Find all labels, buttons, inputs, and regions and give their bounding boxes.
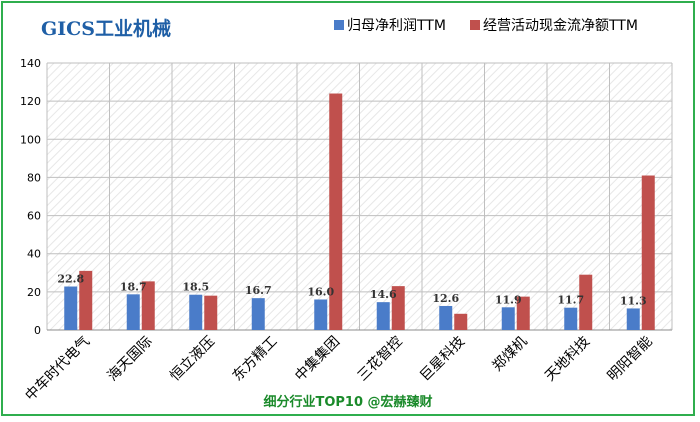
data-label: 16.0 [307,285,334,298]
y-tick-label: 80 [27,171,41,184]
bar-cash-flow [641,175,655,330]
x-tick-label: 恒立液压 [167,334,218,385]
data-labels: 22.8 18.7 18.5 16.7 16.0 14.6 12.6 11.9 11.7 11.3 [57,273,646,308]
data-label: 22.8 [57,273,84,286]
bar-net-profit [251,298,265,330]
chart-title: GICS工业机械 [41,17,171,40]
bar-net-profit [126,294,140,330]
bar-net-profit [626,308,640,330]
x-tick-label: 天地科技 [542,334,593,385]
bar-cash-flow [391,286,405,330]
data-label: 12.6 [432,292,459,305]
bar-net-profit [314,299,328,330]
x-tick-label: 中车时代电气 [22,333,93,404]
x-axis-labels: 中车时代电气 海天国际 恒立液压 东方精工 中集集团 三花智控 巨星科技 郑煤机 天地科技 明阳智… [22,333,656,404]
data-label: 16.7 [245,284,272,297]
legend-swatch-red [470,20,480,30]
bar-cash-flow [516,296,530,330]
bar-cash-flow [579,274,593,330]
data-label: 18.5 [182,281,209,294]
chart-canvas: GICS工业机械 归母净利润TTM 经营活动现金流净额TTM 0 20 40 60 80… [20,17,673,410]
bar-net-profit [64,286,78,330]
bar-cash-flow [79,270,93,330]
bar-cash-flow [141,281,155,330]
data-label: 18.7 [120,280,147,293]
legend: 归母净利润TTM 经营活动现金流净额TTM [334,17,638,34]
y-tick-label: 40 [27,248,41,261]
bar-net-profit [564,307,578,330]
y-tick-label: 60 [27,210,41,223]
legend-swatch-blue [334,20,344,30]
y-tick-label: 140 [20,57,41,70]
data-label: 11.3 [620,294,647,307]
data-label: 11.7 [557,294,584,307]
x-tick-label: 郑煤机 [490,334,531,375]
footer-text: 细分行业TOP10 @宏赫臻财 [263,394,432,410]
y-tick-label: 120 [20,95,41,108]
data-label: 11.9 [495,293,522,306]
y-axis-ticks: 0 20 40 60 80 100 120 140 [20,57,41,337]
x-tick-label: 巨星科技 [417,334,468,385]
x-tick-label: 三花智控 [355,334,406,385]
x-tick-label: 中集集团 [291,333,343,385]
y-tick-label: 20 [27,286,41,299]
bar-net-profit [189,294,203,330]
bar-cash-flow [454,313,468,330]
bar-net-profit [376,302,390,330]
y-tick-label: 0 [34,324,41,337]
x-tick-label: 明阳智能 [605,334,656,385]
bar-cash-flow [204,295,218,330]
chart-frame: GICS工业机械 归母净利润TTM 经营活动现金流净额TTM 0 20 40 60 80… [1,1,695,416]
bar-cash-flow [329,93,343,330]
legend-label-cash-flow: 经营活动现金流净额TTM [483,18,638,34]
legend-label-net-profit: 归母净利润TTM [347,17,446,34]
bar-net-profit [439,305,453,330]
x-tick-label: 东方精工 [230,334,281,385]
x-tick-label: 海天国际 [105,334,156,385]
y-tick-label: 100 [20,133,41,146]
bars [64,93,655,330]
bar-net-profit [501,307,515,330]
data-label: 14.6 [370,288,397,301]
